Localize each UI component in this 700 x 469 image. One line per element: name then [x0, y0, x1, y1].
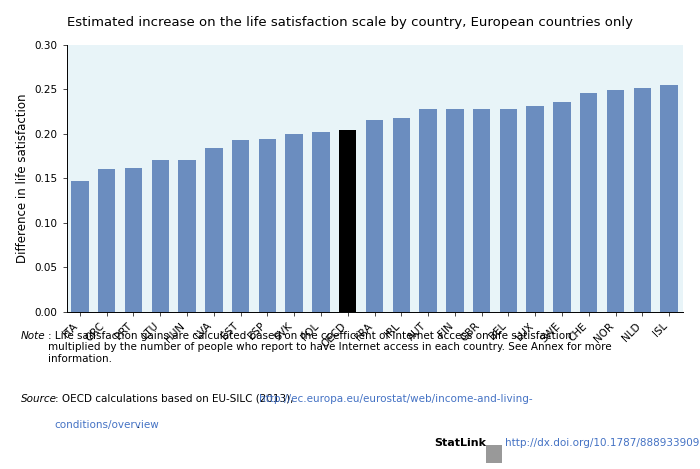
Bar [125, 167, 142, 312]
Bar [634, 88, 651, 312]
Bar [500, 109, 517, 312]
Bar [259, 139, 276, 312]
Bar [71, 181, 89, 312]
Text: Note: Note [21, 331, 46, 340]
Text: http://ec.europa.eu/eurostat/web/income-and-living-: http://ec.europa.eu/eurostat/web/income-… [259, 394, 533, 404]
Y-axis label: Difference in life satisfaction: Difference in life satisfaction [16, 93, 29, 263]
Bar [446, 109, 463, 312]
Text: .: . [137, 420, 141, 430]
Bar [339, 130, 356, 312]
Text: : Life satisfaction gains are calculated based on the coefficient of Internet ac: : Life satisfaction gains are calculated… [48, 331, 611, 364]
Text: http://dx.doi.org/10.1787/888933909103: http://dx.doi.org/10.1787/888933909103 [505, 438, 700, 448]
Text: conditions/overview: conditions/overview [55, 420, 160, 430]
Text: StatLink: StatLink [434, 438, 486, 448]
Bar [580, 93, 598, 312]
Bar [312, 132, 330, 312]
Bar [419, 109, 437, 312]
Bar [607, 90, 624, 312]
Bar [98, 169, 116, 312]
Bar [660, 85, 678, 312]
Bar [473, 109, 490, 312]
Bar [286, 134, 303, 312]
Text: : OECD calculations based on EU-SILC (2013),: : OECD calculations based on EU-SILC (20… [55, 394, 296, 404]
Bar [366, 121, 383, 312]
Bar [232, 140, 249, 312]
Text: Estimated increase on the life satisfaction scale by country, European countries: Estimated increase on the life satisfact… [67, 16, 633, 30]
Bar [526, 106, 544, 312]
Bar [553, 103, 570, 312]
Text: Source: Source [21, 394, 57, 404]
Bar [178, 160, 196, 312]
Bar [205, 148, 223, 312]
Bar [151, 160, 169, 312]
Bar [393, 118, 410, 312]
